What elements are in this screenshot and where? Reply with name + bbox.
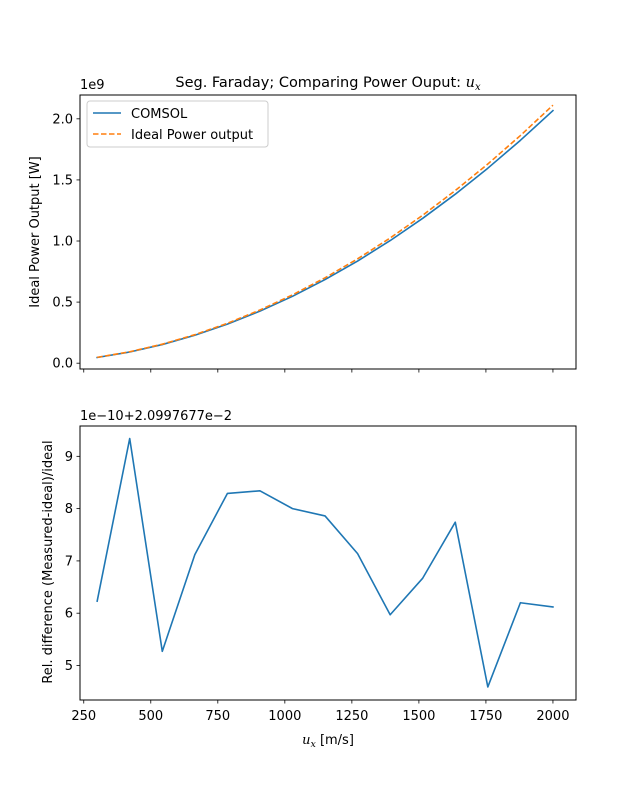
chart-title: Seg. Faraday; Comparing Power Ouput: ux xyxy=(175,75,481,93)
y-tick-label: 0.0 xyxy=(52,357,73,372)
top-plot-frame xyxy=(79,94,577,370)
x-tick-label: 1250 xyxy=(335,709,368,724)
y-tick-label: 1.0 xyxy=(52,235,73,250)
y-tick-label: 9 xyxy=(65,450,73,465)
bottom-series-lines xyxy=(96,437,554,688)
bottom-y-offset-text: 1e−10+2.0997677e−2 xyxy=(80,409,232,424)
bottom-plot-frame xyxy=(79,425,577,701)
y-tick-label: 8 xyxy=(65,502,73,517)
top-subplot: Seg. Faraday; Comparing Power Ouput: ux … xyxy=(28,75,577,373)
y-tick-label: 5 xyxy=(65,659,73,674)
bottom-y-axis-label: Rel. difference (Measured-ideal)/ideal xyxy=(41,440,56,683)
x-tick-label: 1000 xyxy=(268,709,301,724)
x-axis-label: ux [m/s] xyxy=(302,733,354,750)
x-tick-label: 250 xyxy=(71,709,96,724)
legend-label-comsol: COMSOL xyxy=(131,107,188,122)
x-tick-label: 1500 xyxy=(402,709,435,724)
top-series-lines xyxy=(96,104,555,359)
y-tick-label: 7 xyxy=(65,554,73,569)
y-tick-label: 2.0 xyxy=(52,112,73,127)
y-tick-label: 1.5 xyxy=(52,173,73,188)
bottom-subplot: 1e−10+2.0997677e−2 Rel. difference (Meas… xyxy=(41,409,577,750)
top-y-ticks: 0.0 0.5 1.0 1.5 2.0 xyxy=(52,112,80,372)
x-tick-label: 750 xyxy=(205,709,230,724)
legend-label-ideal: Ideal Power output xyxy=(131,128,253,143)
x-tick-label: 2000 xyxy=(536,709,569,724)
bottom-x-ticks: 250 500 750 1000 1250 1500 1750 2000 xyxy=(71,700,569,724)
series-line-ideal-power-output xyxy=(97,104,554,359)
top-y-axis-label: Ideal Power Output [W] xyxy=(28,156,43,308)
series-line-series-0 xyxy=(96,437,554,688)
y-tick-label: 0.5 xyxy=(52,296,73,311)
bottom-y-ticks: 5 6 7 8 9 xyxy=(65,450,80,674)
series-line-comsol xyxy=(96,109,555,359)
x-tick-label: 1750 xyxy=(469,709,502,724)
top-y-offset-text: 1e9 xyxy=(80,78,105,93)
x-tick-label: 500 xyxy=(138,709,163,724)
y-tick-label: 6 xyxy=(65,607,73,622)
top-x-ticks xyxy=(83,369,554,373)
legend: COMSOL Ideal Power output xyxy=(86,100,269,148)
legend-box xyxy=(86,100,269,148)
